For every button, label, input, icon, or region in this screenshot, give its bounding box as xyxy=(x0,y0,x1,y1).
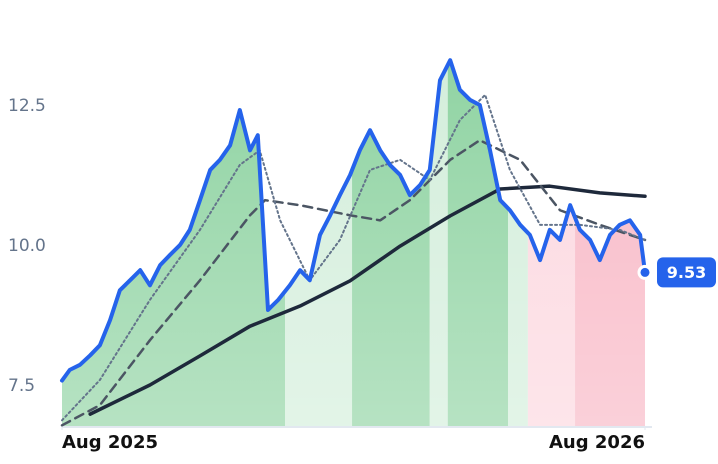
y-tick-label: 12.5 xyxy=(8,96,46,116)
series-line xyxy=(61,93,646,422)
series-line xyxy=(60,58,647,383)
price-badge xyxy=(657,257,716,288)
y-tick-label: 7.5 xyxy=(8,376,35,396)
x-tick-label: Aug 2026 xyxy=(549,432,645,453)
fade xyxy=(62,60,645,427)
y-tick-label: 10.0 xyxy=(8,236,46,256)
x-tick-label: Aug 2025 xyxy=(62,432,158,453)
series-line xyxy=(88,184,647,416)
price-label: 9.53 xyxy=(667,263,706,282)
series-line xyxy=(60,139,647,427)
last-point xyxy=(637,264,653,280)
area-fill xyxy=(62,60,645,427)
